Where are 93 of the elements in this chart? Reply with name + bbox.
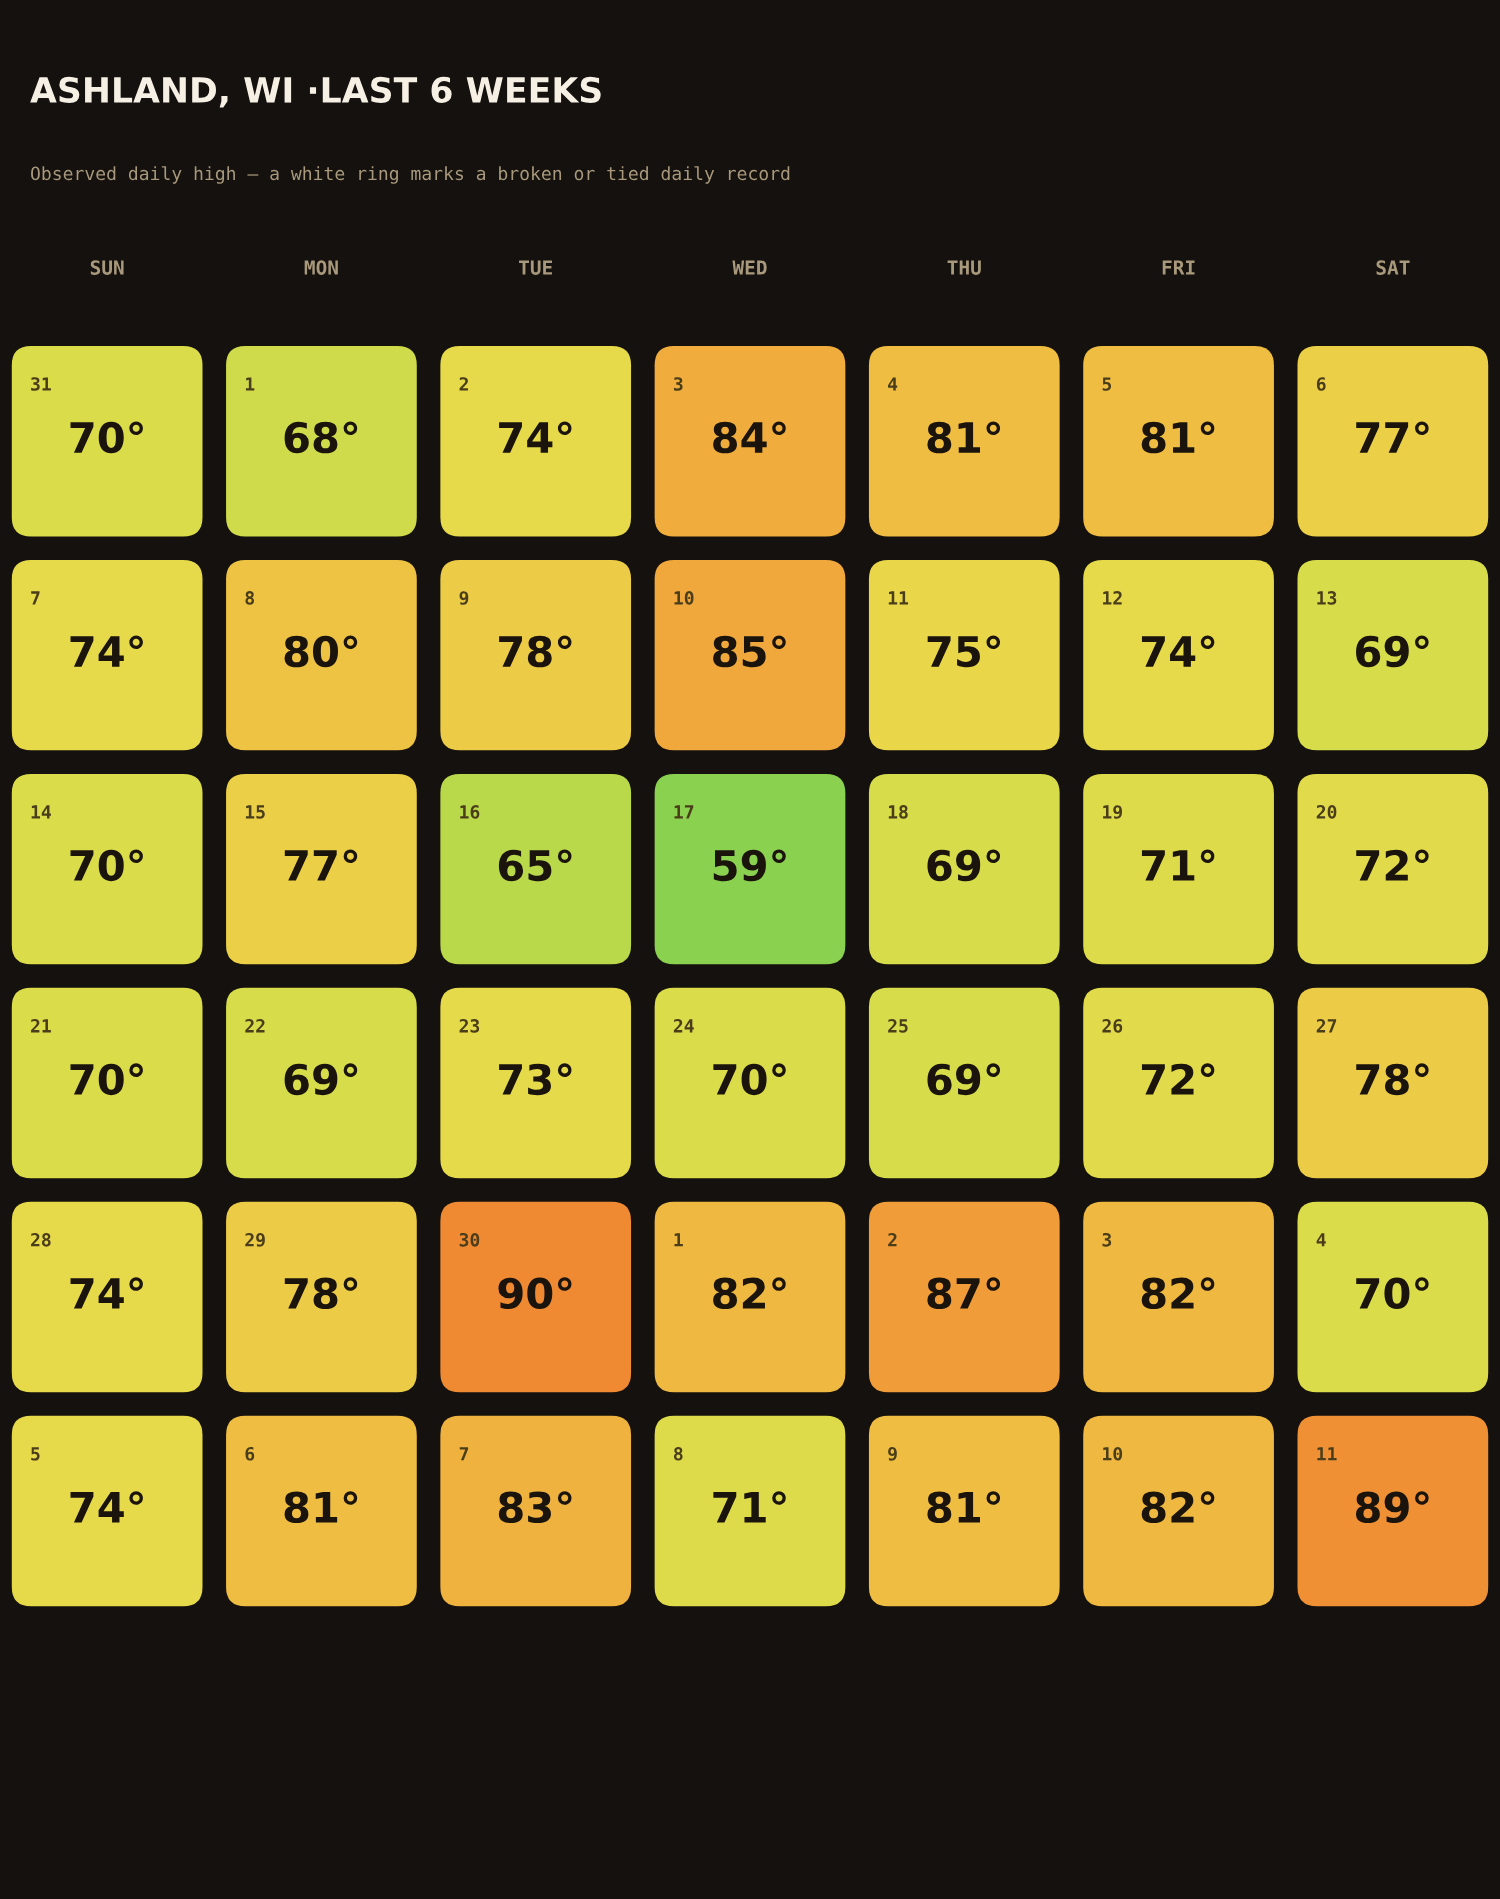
annotation: 9 bbox=[888, 1447, 897, 1461]
data-label: 87° bbox=[927, 1277, 1001, 1310]
data-label: 74° bbox=[70, 635, 143, 667]
data-label: 70° bbox=[713, 1063, 786, 1096]
data-label: 82° bbox=[713, 1277, 786, 1310]
annotation: 8 bbox=[245, 591, 255, 605]
chart-title: ASHLAND, WI ·LAST 6 WEEKS bbox=[30, 76, 601, 108]
data-label: 70° bbox=[1356, 1277, 1429, 1310]
data-label: 75° bbox=[927, 635, 1001, 668]
annotation: 22 bbox=[245, 1019, 265, 1033]
annotation: 2 bbox=[888, 1232, 897, 1247]
data-label: 65° bbox=[498, 849, 572, 882]
data-label: 70° bbox=[70, 1063, 143, 1096]
data-label: 74° bbox=[499, 421, 572, 453]
annotation: 19 bbox=[1103, 805, 1123, 819]
x-tick-label: WED bbox=[732, 260, 767, 275]
annotation: 5 bbox=[1102, 377, 1112, 391]
annotation: 3 bbox=[1102, 1232, 1112, 1247]
data-label: 77° bbox=[1356, 421, 1429, 453]
data-label: 71° bbox=[713, 1491, 786, 1523]
annotation: 7 bbox=[31, 591, 40, 605]
data-label: 72° bbox=[1356, 849, 1429, 881]
annotation: 31 bbox=[31, 377, 51, 391]
annotation: 17 bbox=[674, 805, 694, 819]
annotation: 3 bbox=[673, 377, 683, 391]
data-label: 81° bbox=[927, 1491, 1001, 1524]
annotation: 29 bbox=[245, 1232, 265, 1247]
annotation: 11 bbox=[1317, 1447, 1337, 1461]
annotation: 15 bbox=[245, 805, 265, 819]
annotation: 6 bbox=[245, 1446, 255, 1461]
annotation: 1 bbox=[245, 377, 255, 391]
annotation: 7 bbox=[459, 1447, 469, 1461]
annotation: 4 bbox=[1316, 1233, 1326, 1247]
annotation: 2 bbox=[459, 377, 468, 391]
x-tick-label: SUN bbox=[90, 260, 124, 275]
x-tick-label: THU bbox=[947, 260, 981, 275]
data-label: 81° bbox=[1141, 421, 1215, 454]
annotation: 21 bbox=[31, 1019, 51, 1033]
data-label: 81° bbox=[927, 421, 1001, 454]
annotation: 12 bbox=[1103, 591, 1122, 605]
data-label: 70° bbox=[70, 421, 143, 454]
x-tick-label: TUE bbox=[519, 260, 552, 275]
data-label: 70° bbox=[70, 849, 143, 882]
data-label: 81° bbox=[284, 1491, 358, 1524]
annotation: 26 bbox=[1102, 1019, 1123, 1033]
annotation: 24 bbox=[673, 1019, 694, 1033]
data-label: 69° bbox=[284, 1063, 358, 1096]
annotation: 18 bbox=[888, 805, 908, 819]
data-label: 90° bbox=[498, 1277, 572, 1310]
data-label: 69° bbox=[927, 1063, 1001, 1096]
data-label: 82° bbox=[1141, 1491, 1215, 1524]
data-label: 77° bbox=[284, 849, 358, 881]
annotation: 5 bbox=[31, 1447, 40, 1461]
data-label: 74° bbox=[70, 1491, 143, 1523]
x-tick-label: SAT bbox=[1376, 260, 1410, 275]
annotation: 9 bbox=[459, 591, 469, 605]
annotation: 20 bbox=[1316, 805, 1337, 819]
annotation: 11 bbox=[888, 591, 909, 605]
annotation: 30 bbox=[459, 1232, 480, 1247]
data-label: 89° bbox=[1356, 1491, 1429, 1524]
annotation: 10 bbox=[1103, 1446, 1123, 1461]
data-label: 68° bbox=[284, 421, 358, 454]
annotation: 4 bbox=[888, 377, 898, 391]
data-label: 74° bbox=[1141, 635, 1215, 667]
annotation: 28 bbox=[31, 1232, 51, 1247]
annotation: 23 bbox=[459, 1019, 480, 1033]
annotation: 8 bbox=[673, 1446, 683, 1461]
data-label: 74° bbox=[70, 1277, 143, 1309]
data-label: 69° bbox=[1356, 635, 1429, 668]
annotation: 27 bbox=[1316, 1019, 1337, 1033]
data-label: 83° bbox=[498, 1491, 572, 1524]
x-tick-label: FRI bbox=[1162, 260, 1195, 275]
annotation: 10 bbox=[674, 591, 694, 605]
x-tick-label: MON bbox=[304, 260, 338, 275]
annotation: 14 bbox=[31, 805, 51, 819]
annotation: 6 bbox=[1316, 377, 1326, 391]
data-label: 80° bbox=[284, 635, 358, 668]
annotation: 1 bbox=[674, 1233, 683, 1247]
data-label: 78° bbox=[1356, 1063, 1429, 1096]
data-label: 73° bbox=[499, 1063, 572, 1096]
data-label: 69° bbox=[927, 849, 1001, 882]
data-label: 85° bbox=[713, 635, 786, 668]
data-label: 78° bbox=[499, 635, 572, 668]
data-label: 82° bbox=[1141, 1277, 1215, 1310]
data-label: 72° bbox=[1141, 1063, 1215, 1095]
data-label: 59° bbox=[713, 849, 786, 882]
data-label: 71° bbox=[1141, 849, 1215, 881]
data-label: 84° bbox=[713, 421, 786, 454]
annotation: 13 bbox=[1317, 591, 1337, 605]
annotation: 25 bbox=[888, 1019, 908, 1033]
annotation: 16 bbox=[460, 805, 480, 819]
data-label: 78° bbox=[284, 1277, 358, 1310]
chart-subtitle: Observed daily high — a white ring marks a broken or tied daily record bbox=[31, 166, 790, 184]
